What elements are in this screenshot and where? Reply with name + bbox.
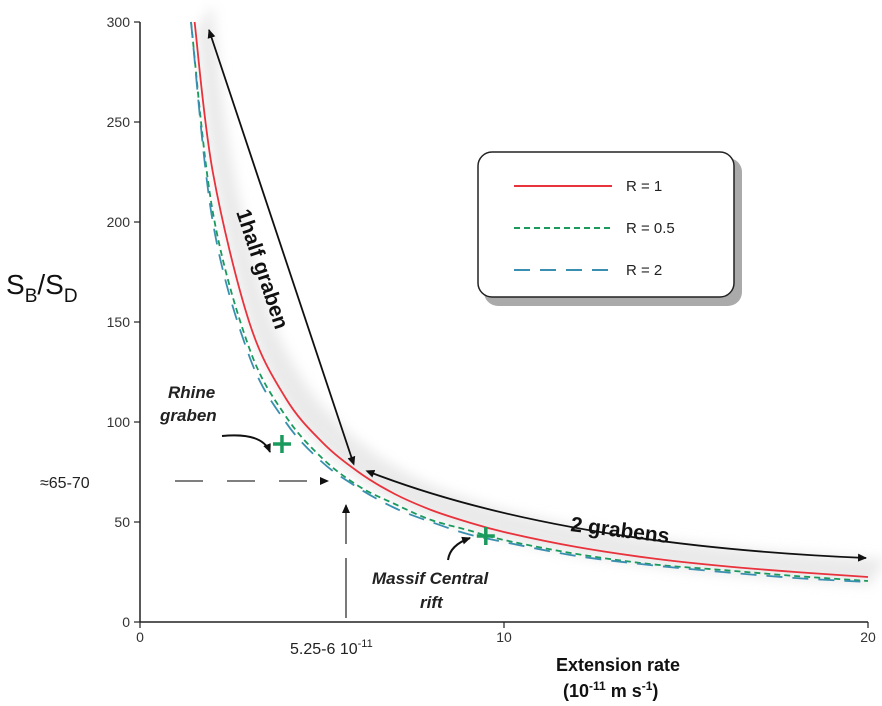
x-estimate-exp: -11 <box>358 638 373 650</box>
x-unit-exp: -11 <box>589 679 606 693</box>
markers <box>272 435 495 545</box>
x-ticks: 0 10 20 <box>136 622 876 645</box>
x-estimate-base: 5.25-6 10 <box>290 641 358 658</box>
x-unit-base: (10 <box>563 681 589 701</box>
massif-label-2: rift <box>420 593 444 612</box>
rhine-label-2: graben <box>159 406 217 425</box>
y-tick-label: 100 <box>107 414 131 430</box>
y-axis-title: SB/SD <box>6 269 78 307</box>
y-tick-label: 300 <box>107 14 131 30</box>
x-estimate-label: 5.25-6 10-11 <box>290 638 373 658</box>
legend-label-2: R = 2 <box>626 262 662 279</box>
x-tick-label: 10 <box>496 629 512 645</box>
x-tick-label: 0 <box>136 629 144 645</box>
legend-label-1: R = 0.5 <box>626 220 675 237</box>
half-graben-arrow <box>207 29 356 466</box>
y-title-base1: S <box>6 269 25 300</box>
y-tick-label: 150 <box>107 314 131 330</box>
x-axis-unit: (10-11 m s-1) <box>563 679 658 701</box>
legend: R = 1 R = 0.5 R = 2 <box>477 151 742 306</box>
rhine-label-1: Rhine <box>168 383 215 402</box>
y-tick-label: 0 <box>122 614 130 630</box>
y-title-sub2: D <box>64 286 78 307</box>
x-tick-label: 20 <box>860 629 876 645</box>
y-tick-label: 200 <box>107 214 131 230</box>
rhine-arrow <box>221 434 271 453</box>
massif-label-1: Massif Central <box>372 569 489 588</box>
y-estimate-label: ≈65-70 <box>40 475 90 492</box>
y-title-sub1: B <box>25 286 38 307</box>
x-unit-end: ) <box>652 681 658 701</box>
legend-label-0: R = 1 <box>626 178 662 195</box>
legend-items: R = 1 R = 0.5 R = 2 <box>514 178 675 279</box>
legend-box <box>477 151 735 298</box>
y-ticks: 0 50 100 150 200 250 300 <box>107 14 140 630</box>
two-grabens-arrow <box>365 469 867 562</box>
x-unit-mid: m s <box>606 681 642 701</box>
x-unit-exp2: -1 <box>642 679 653 693</box>
massif-arrow <box>447 536 471 561</box>
x-axis-title: Extension rate <box>556 655 680 675</box>
y-title-slash: /S <box>37 269 63 300</box>
y-tick-label: 250 <box>107 114 131 130</box>
y-tick-label: 50 <box>114 514 130 530</box>
